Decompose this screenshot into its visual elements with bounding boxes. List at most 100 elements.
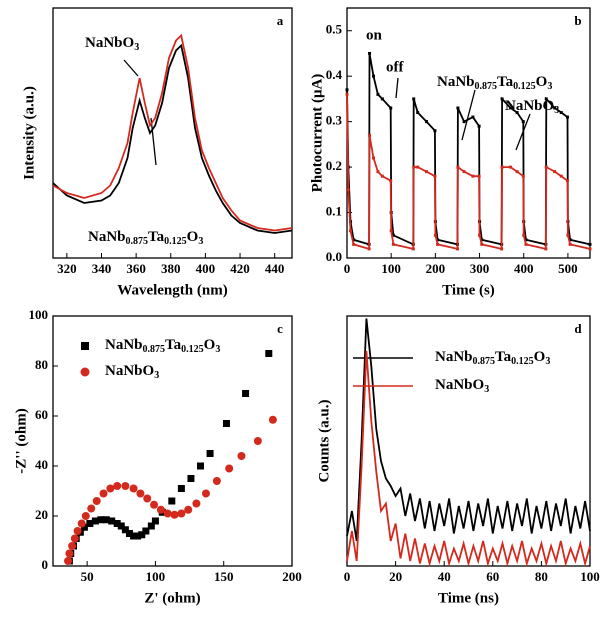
panel: 50 100 150 200 0 20 40 60 80 100 Z' (ohm) -Z'' (ohm…	[13, 307, 301, 606]
x-tick-label: 80	[535, 569, 548, 584]
marker	[367, 247, 371, 251]
annotation: on	[366, 27, 383, 43]
y-tick-label: 60	[35, 407, 48, 422]
marker	[242, 390, 250, 397]
series-label: NaNbO3	[85, 35, 139, 53]
marker	[515, 170, 519, 174]
marker	[588, 247, 592, 251]
series-label: NaNb0.875Ta0.125O3	[437, 74, 552, 92]
marker	[65, 549, 74, 558]
marker	[201, 489, 210, 498]
marker	[477, 124, 481, 128]
marker	[121, 482, 130, 490]
marker	[91, 517, 99, 525]
y-axis-label: Counts (a.u.)	[316, 400, 332, 483]
y-tick-label: 80	[35, 357, 48, 372]
marker	[380, 97, 384, 101]
marker	[456, 106, 460, 110]
marker	[544, 97, 548, 101]
y-tick-label: 40	[35, 457, 48, 472]
marker	[73, 527, 82, 535]
marker	[237, 452, 246, 460]
y-tick-label: 100	[29, 307, 49, 322]
marker	[471, 174, 475, 178]
marker	[113, 520, 121, 527]
x-tick-label: 0	[344, 569, 351, 584]
legend-label: NaNb0.875Ta0.125O3	[435, 349, 550, 367]
marker	[376, 170, 380, 174]
marker	[86, 520, 94, 527]
marker	[477, 174, 481, 178]
marker	[544, 165, 548, 169]
panel-label: b	[574, 13, 581, 28]
marker	[87, 504, 96, 513]
panel-label: d	[574, 321, 582, 336]
legend-label: NaNb0.875Ta0.125O3	[105, 337, 220, 355]
arrow	[150, 117, 157, 166]
marker	[134, 532, 142, 540]
x-tick-label: 200	[426, 261, 446, 276]
marker	[372, 74, 376, 78]
marker	[170, 510, 179, 519]
y-axis-label: Photocurrent (μA)	[309, 74, 325, 193]
marker	[553, 106, 557, 110]
marker	[425, 170, 429, 174]
marker	[168, 497, 176, 505]
plot-frame	[346, 7, 591, 259]
marker	[349, 229, 353, 233]
marker	[524, 242, 528, 246]
marker	[436, 238, 440, 242]
series-line	[52, 43, 293, 234]
marker	[121, 526, 129, 534]
x-tick-label: 400	[196, 261, 216, 276]
panel: 0 20 40 60 80 100 Time (ns) Counts (a.u.) d NaNb0…	[316, 315, 600, 606]
x-tick-label: 380	[161, 261, 181, 276]
marker	[389, 179, 393, 183]
marker	[411, 247, 415, 251]
marker	[368, 133, 372, 137]
panel-label: a	[277, 13, 284, 28]
marker	[143, 494, 152, 503]
y-tick-label: 0.1	[326, 204, 342, 219]
marker	[68, 542, 77, 550]
marker	[471, 115, 475, 119]
marker	[150, 500, 159, 509]
marker	[588, 242, 592, 246]
arrow	[461, 89, 476, 141]
marker	[265, 350, 273, 357]
marker	[416, 165, 420, 169]
marker	[102, 516, 110, 524]
marker	[508, 106, 512, 110]
marker	[142, 527, 150, 535]
marker	[346, 188, 350, 192]
x-tick-label: 400	[514, 261, 534, 276]
marker	[64, 557, 73, 565]
legend-marker	[80, 367, 90, 377]
marker	[206, 450, 214, 457]
x-tick-label: 0	[344, 261, 351, 276]
marker	[108, 517, 116, 525]
x-axis-label: Wavelength (nm)	[117, 282, 227, 298]
marker	[553, 170, 557, 174]
marker	[368, 51, 372, 55]
marker	[389, 229, 393, 233]
marker	[568, 238, 572, 242]
marker	[425, 120, 429, 124]
marker	[130, 532, 138, 540]
marker	[225, 464, 234, 473]
panel-label: c	[277, 321, 283, 336]
x-tick-label: 360	[126, 261, 146, 276]
panel: 0 100 200 300 400 500 0.0 0.1 0.2 0.3 0.4 0.5 Time (…	[309, 7, 592, 298]
marker	[372, 156, 376, 160]
x-tick-label: 300	[470, 261, 490, 276]
x-tick-label: 340	[92, 261, 112, 276]
y-tick-label: 20	[35, 507, 48, 522]
marker	[412, 165, 416, 169]
marker	[500, 97, 504, 101]
plot-frame	[52, 315, 293, 567]
annotation: off	[386, 59, 404, 75]
marker	[566, 233, 570, 237]
marker	[462, 170, 466, 174]
marker	[559, 111, 563, 115]
marker	[433, 129, 437, 133]
